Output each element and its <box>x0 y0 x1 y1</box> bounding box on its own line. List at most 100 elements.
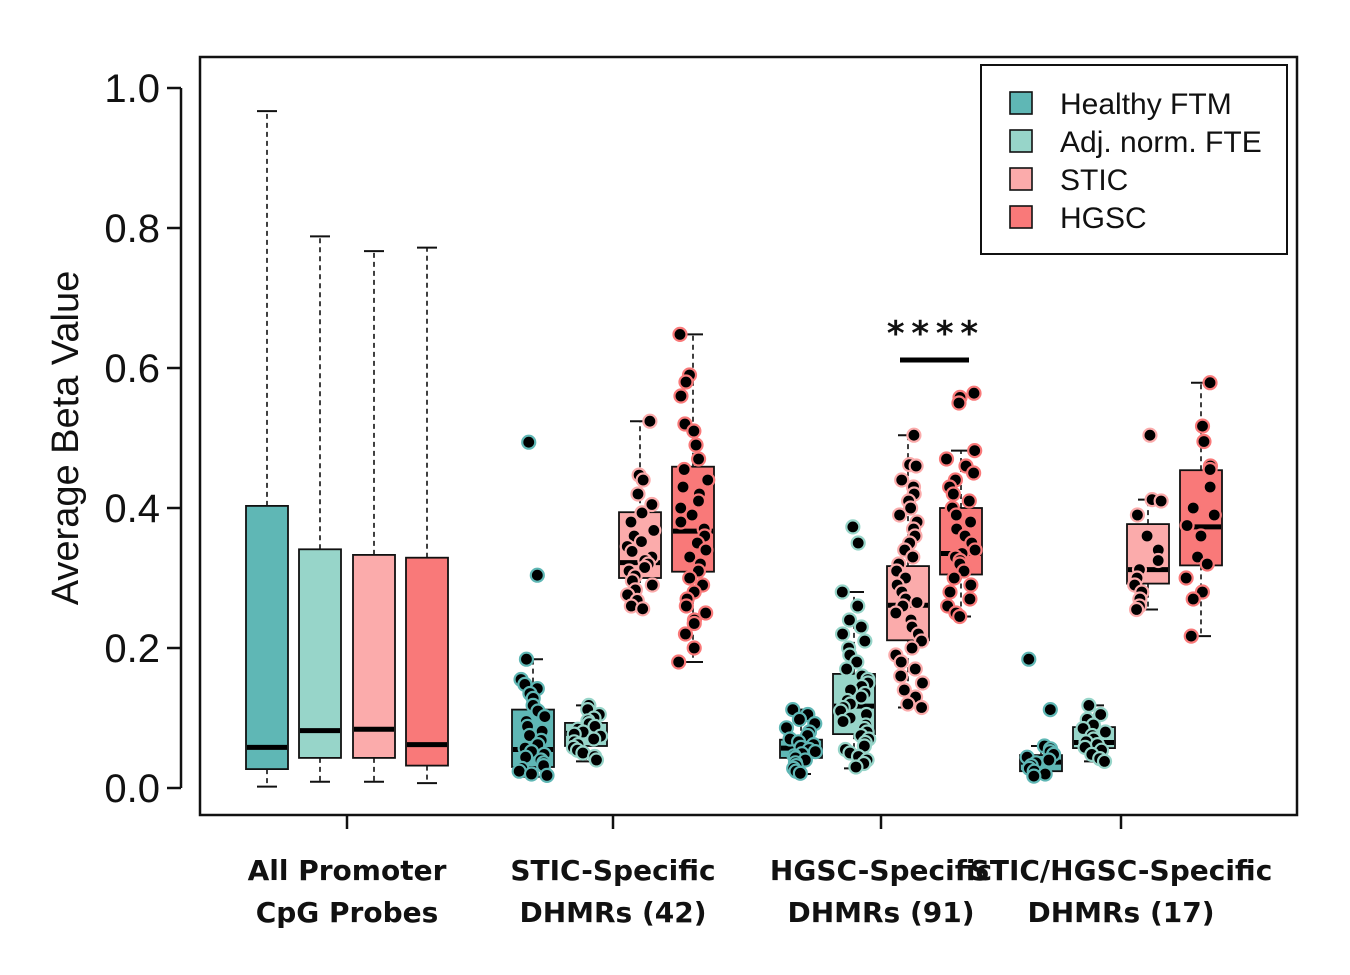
data-point <box>938 451 955 467</box>
data-point <box>644 496 660 513</box>
data-point <box>646 522 662 539</box>
data-point <box>1199 556 1215 572</box>
data-point <box>905 549 921 565</box>
data-point <box>903 500 919 516</box>
data-point <box>853 619 869 635</box>
data-point <box>1178 570 1194 586</box>
data-point <box>1194 418 1211 434</box>
data-point <box>633 533 650 550</box>
significance-annotation: **** <box>886 314 984 363</box>
data-point <box>841 612 858 628</box>
data-point <box>539 767 555 784</box>
data-point <box>1150 552 1166 569</box>
data-point <box>848 759 864 775</box>
data-point <box>951 395 967 411</box>
data-point <box>913 699 930 716</box>
y-tick-label: 0.8 <box>104 207 160 251</box>
y-tick-label: 0.6 <box>104 347 160 391</box>
group-label-line1: STIC/HGSC-Specific <box>970 854 1273 887</box>
data-point <box>967 542 983 558</box>
data-point <box>523 766 540 782</box>
data-point <box>642 413 658 429</box>
box-healthy-ftm <box>245 110 289 788</box>
legend-swatch <box>1009 129 1033 153</box>
y-axis: 0.0 0.2 0.4 0.6 0.8 1.0 <box>104 67 183 811</box>
data-point <box>671 654 687 670</box>
data-point <box>630 486 646 502</box>
data-point <box>684 507 700 523</box>
group-label-line2: DHMRs (17) <box>1027 896 1214 929</box>
legend-label: Adj. norm. FTE <box>1060 126 1262 159</box>
data-point <box>698 542 714 558</box>
box-hgsc <box>405 246 449 785</box>
data-point <box>857 633 873 649</box>
data-point <box>537 708 553 725</box>
data-point <box>637 559 653 576</box>
data-point <box>1185 500 1201 516</box>
plot-frame <box>198 55 1299 817</box>
data-point <box>1202 461 1218 478</box>
data-point <box>672 326 688 342</box>
data-point <box>686 423 702 439</box>
data-point <box>967 443 983 459</box>
data-point <box>850 598 866 614</box>
data-point <box>791 711 808 728</box>
x-axis: All Promoter CpG Probes STIC-Specific DHMRs… <box>248 815 1273 929</box>
data-point <box>1179 517 1195 534</box>
data-point <box>698 605 714 621</box>
data-point <box>682 570 698 586</box>
group-label-line1: STIC-Specific <box>510 854 715 887</box>
data-point <box>1093 706 1109 723</box>
significance-label: **** <box>886 314 984 354</box>
legend-swatch <box>1009 167 1033 191</box>
data-point <box>634 505 650 521</box>
data-point <box>834 584 850 600</box>
data-point <box>1139 528 1155 544</box>
data-point <box>946 570 962 586</box>
data-point <box>914 675 931 691</box>
data-point <box>1128 601 1145 618</box>
data-point <box>675 479 691 495</box>
data-point <box>962 591 978 607</box>
data-point <box>962 514 979 530</box>
data-point <box>1026 768 1042 784</box>
legend-label: HGSC <box>1060 202 1147 235</box>
data-point <box>792 765 808 781</box>
legend-swatch <box>1009 205 1033 229</box>
data-point <box>1153 493 1169 509</box>
data-point <box>1196 433 1212 450</box>
data-point <box>586 731 602 747</box>
data-point <box>1081 697 1097 714</box>
group-label-line1: HGSC-Specific <box>770 854 992 887</box>
data-point <box>1021 651 1037 667</box>
data-point <box>904 640 920 656</box>
data-point <box>888 605 904 621</box>
data-point <box>1097 724 1114 740</box>
data-point <box>849 654 865 670</box>
data-point <box>966 465 982 481</box>
iqr-box <box>352 554 396 759</box>
iqr-box <box>298 548 342 759</box>
iqr-box <box>245 504 289 771</box>
data-point <box>1202 479 1218 495</box>
data-point <box>690 451 707 467</box>
data-point <box>678 374 694 390</box>
data-point <box>677 626 694 642</box>
legend: Healthy FTM Adj. norm. FTE STIC HGSC <box>980 64 1288 255</box>
data-point <box>893 654 909 670</box>
data-point <box>676 461 692 478</box>
data-point <box>850 535 866 551</box>
data-point <box>942 584 958 600</box>
data-point <box>845 519 861 535</box>
data-point <box>690 493 707 509</box>
y-axis-title: Average Beta Value <box>45 271 87 606</box>
data-point <box>686 640 702 656</box>
data-point <box>518 651 535 667</box>
data-point <box>907 661 923 677</box>
data-point <box>521 434 537 450</box>
data-point <box>1041 752 1057 768</box>
y-tick-label: 0.0 <box>104 767 160 811</box>
data-point <box>1193 528 1209 544</box>
data-point <box>682 549 698 565</box>
